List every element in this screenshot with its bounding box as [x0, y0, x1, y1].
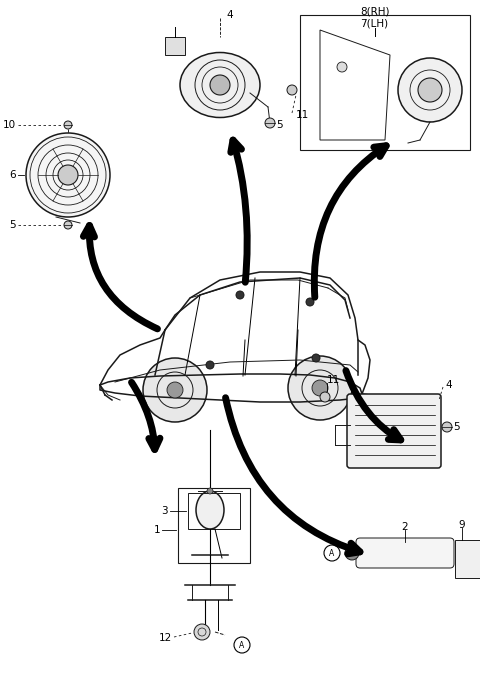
- Circle shape: [312, 354, 320, 362]
- Text: 5: 5: [10, 220, 16, 230]
- Text: 11: 11: [296, 110, 309, 120]
- Circle shape: [210, 75, 230, 95]
- Bar: [455, 540, 480, 578]
- Text: 1: 1: [154, 525, 160, 535]
- Circle shape: [26, 133, 110, 217]
- Circle shape: [236, 291, 244, 299]
- Circle shape: [167, 382, 183, 398]
- Circle shape: [337, 62, 347, 72]
- Text: 10: 10: [3, 120, 16, 130]
- Bar: [188, 493, 240, 529]
- Circle shape: [312, 380, 328, 396]
- Text: 12: 12: [159, 633, 172, 643]
- Circle shape: [324, 545, 340, 561]
- Text: A: A: [240, 640, 245, 650]
- Bar: [300, 15, 470, 150]
- Circle shape: [207, 488, 213, 494]
- Circle shape: [398, 58, 462, 122]
- Ellipse shape: [180, 53, 260, 118]
- Circle shape: [287, 85, 297, 95]
- FancyBboxPatch shape: [356, 538, 454, 568]
- Ellipse shape: [196, 491, 224, 529]
- Text: 5: 5: [276, 120, 283, 130]
- Circle shape: [64, 221, 72, 229]
- Bar: [165, 37, 185, 55]
- Circle shape: [265, 118, 275, 128]
- Text: 6: 6: [10, 170, 16, 180]
- Text: 4: 4: [226, 10, 233, 20]
- Text: 8(RH): 8(RH): [360, 7, 389, 17]
- Circle shape: [234, 637, 250, 653]
- Circle shape: [143, 358, 207, 422]
- Text: 9: 9: [458, 520, 465, 530]
- Circle shape: [288, 356, 352, 420]
- Text: 3: 3: [161, 506, 168, 516]
- FancyBboxPatch shape: [347, 394, 441, 468]
- Circle shape: [194, 624, 210, 640]
- Circle shape: [206, 361, 214, 369]
- Circle shape: [64, 121, 72, 129]
- Bar: [178, 488, 250, 563]
- Text: 11: 11: [327, 375, 340, 385]
- Text: A: A: [329, 548, 335, 558]
- Circle shape: [306, 298, 314, 306]
- Circle shape: [320, 392, 330, 402]
- Circle shape: [345, 546, 359, 560]
- Text: 5: 5: [453, 422, 460, 432]
- Text: 4: 4: [445, 380, 452, 390]
- Circle shape: [442, 422, 452, 432]
- Text: 2: 2: [402, 522, 408, 532]
- Circle shape: [418, 78, 442, 102]
- Text: 7(LH): 7(LH): [360, 19, 388, 29]
- Circle shape: [58, 165, 78, 185]
